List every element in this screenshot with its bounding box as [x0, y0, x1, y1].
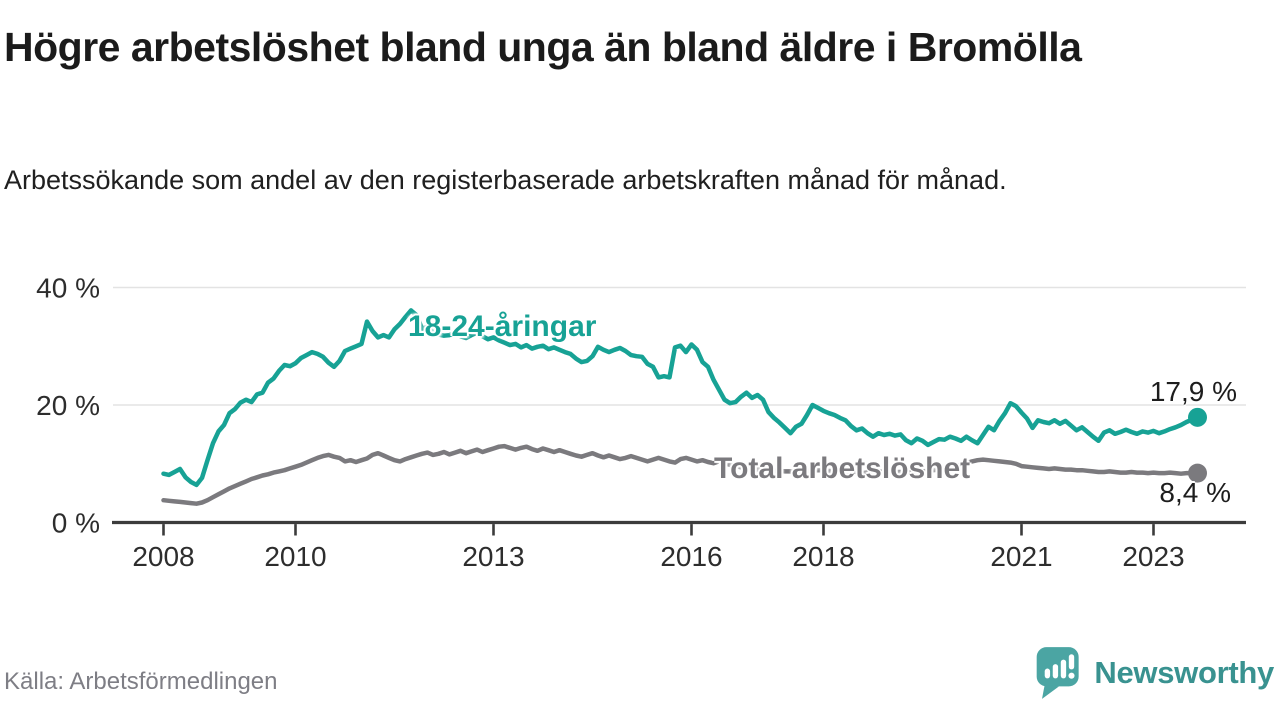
chart-title: Högre arbetslöshet bland unga än bland ä… [4, 24, 1082, 70]
x-tick-label: 2018 [792, 541, 854, 572]
x-tick-label: 2008 [132, 541, 194, 572]
source-note: Källa: Arbetsförmedlingen [4, 668, 278, 695]
newsworthy-brand: Newsworthy [1034, 645, 1274, 701]
chart-subtitle: Arbetssökande som andel av den registerb… [4, 165, 1007, 195]
x-tick-label: 2021 [990, 541, 1052, 572]
x-tick-label: 2023 [1122, 541, 1184, 572]
newsworthy-logo-icon [1037, 647, 1080, 699]
series-end-dot-youth [1188, 407, 1207, 427]
series-label-youth: 18-24-åringar [408, 310, 597, 343]
x-tick-label: 2013 [462, 541, 524, 572]
end-value-youth: 17,9 % [1149, 376, 1237, 407]
series-line-youth [161, 308, 1200, 488]
x-tick-label: 2010 [264, 541, 326, 572]
y-tick-label: 20 % [36, 390, 100, 421]
newsworthy-wordmark: Newsworthy [1094, 655, 1274, 690]
y-tick-label: 40 % [36, 273, 100, 304]
series-end-dot-total [1188, 463, 1207, 483]
series-label-total: Total arbetslöshet [714, 452, 971, 485]
series-line-total [161, 443, 1200, 506]
end-value-total: 8,4 % [1159, 477, 1231, 508]
y-tick-label: 0 % [52, 508, 100, 539]
x-tick-label: 2016 [660, 541, 722, 572]
